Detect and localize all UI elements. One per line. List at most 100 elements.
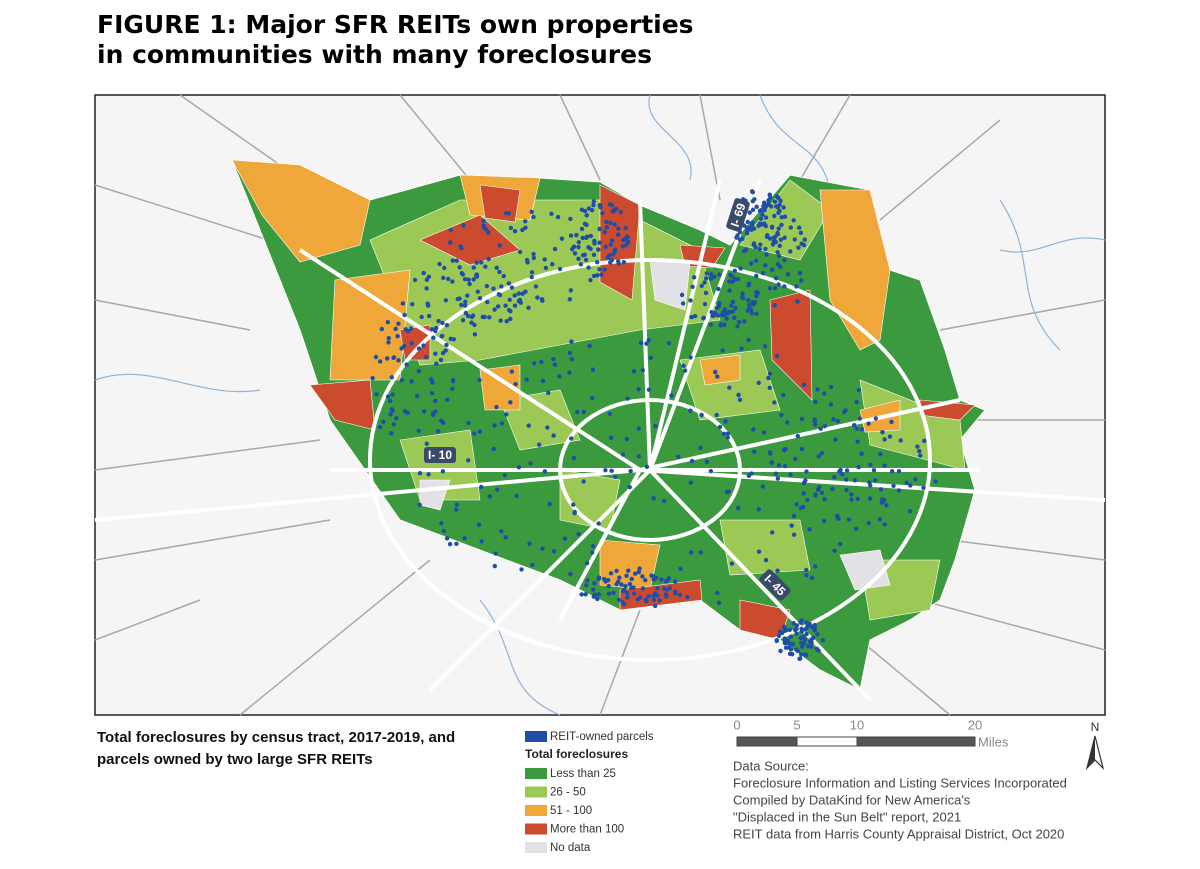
reit-parcel [385,394,391,399]
reit-parcel [524,257,530,263]
reit-parcel [756,507,761,512]
reit-parcel [783,645,789,650]
reit-parcel [491,286,496,291]
reit-parcel [547,501,552,507]
road [94,439,321,471]
reit-parcel [451,337,457,342]
reit-parcel [444,536,450,541]
reit-parcel [623,583,628,589]
reit-parcel [680,301,686,306]
reit-parcel [607,260,613,265]
reit-parcel [529,209,534,215]
reit-parcel [782,214,788,219]
reit-parcel [638,595,643,600]
reit-parcel [843,408,848,413]
reit-parcel [669,393,674,398]
reit-parcel [611,208,617,213]
reit-parcel [537,442,542,447]
reit-parcel [776,253,782,259]
legend: REIT-owned parcels Total foreclosures Less… [525,731,654,854]
reit-parcel [854,426,860,431]
reit-parcel [933,479,938,484]
reit-parcel [721,431,727,436]
reit-parcel [529,274,534,280]
reit-parcel [616,597,622,603]
reit-parcel [760,212,765,217]
reit-parcel [373,354,379,360]
legend-swatch [525,842,547,853]
reit-parcel [539,359,544,365]
reit-parcel [739,346,744,351]
reit-parcel [514,493,519,499]
reit-parcel [596,576,601,581]
reit-parcel [499,529,504,534]
reit-parcel [493,551,498,556]
reit-parcel [775,205,781,210]
reit-parcel [465,313,471,319]
reit-parcel [813,422,818,427]
reit-parcel [813,564,818,569]
reit-parcel [794,502,799,507]
reit-parcel [477,296,483,301]
reit-parcel [590,367,596,372]
reit-parcel [750,207,756,212]
reit-parcel [571,455,577,461]
scale-unit: Miles [978,734,1009,749]
reit-parcel [791,532,797,537]
reit-parcel [678,566,683,572]
reit-parcel [857,416,863,421]
reit-parcel [871,468,877,473]
reit-parcel [913,477,918,482]
reit-parcel [579,226,585,232]
reit-parcel [775,232,781,237]
reit-parcel [602,229,607,235]
reit-parcel [708,322,714,327]
reit-parcel [604,219,609,225]
reit-parcel [588,277,593,283]
reit-parcel [758,242,763,247]
reit-parcel [717,272,722,277]
reit-parcel [835,418,841,424]
reit-parcel [760,270,766,276]
reit-parcel [614,568,619,574]
reit-parcel [745,219,750,225]
reit-parcel [822,423,828,429]
highway [94,468,641,522]
reit-parcel [710,313,715,319]
reit-parcel [688,550,694,555]
reit-parcel [486,230,491,235]
reit-parcel [463,303,468,308]
reit-parcel [499,421,505,426]
reit-parcel [608,435,614,441]
reit-parcel [763,263,768,268]
reit-parcel [567,350,573,356]
reit-parcel [762,344,768,349]
reit-parcel [433,398,438,404]
reit-parcel [773,471,779,476]
reit-parcel [702,280,707,285]
reit-parcel [583,592,588,597]
reit-parcel [838,467,843,473]
reit-parcel [507,297,512,302]
reit-parcel [908,483,913,488]
reit-parcel [624,242,629,248]
reit-parcel [688,355,693,360]
reit-parcel [877,517,883,522]
reit-parcel [627,485,632,490]
reit-parcel [587,343,592,349]
reit-parcel [832,548,837,553]
reit-parcel [699,283,704,289]
reit-parcel [699,412,704,418]
reit-parcel [782,284,787,289]
road [949,539,1106,561]
reit-parcel [727,279,732,284]
reit-parcel [840,472,845,477]
reit-parcel [761,430,767,435]
reit-parcel [896,468,902,474]
reit-parcel [475,289,480,294]
reit-parcel [802,237,807,242]
reit-parcel [772,199,778,204]
reit-parcel [470,313,476,318]
reit-parcel [426,313,432,319]
loop [558,398,742,542]
